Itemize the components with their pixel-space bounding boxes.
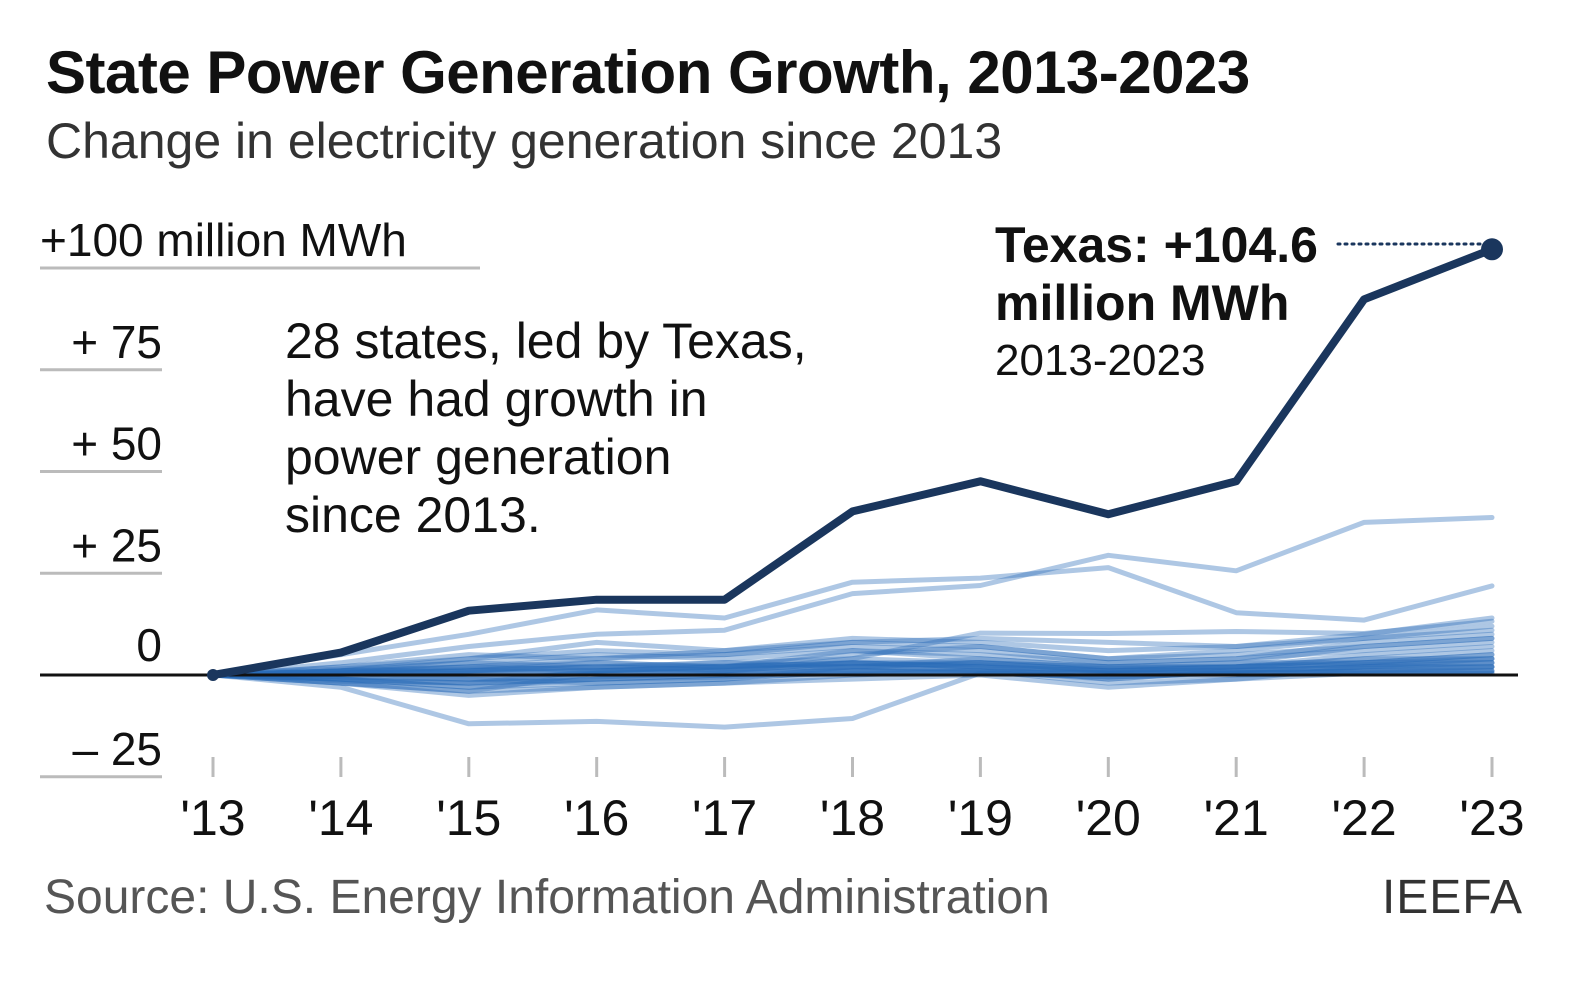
- state-series-line: [210, 664, 1495, 690]
- state-series-line: [210, 623, 1495, 686]
- note-line-2: have had growth in: [285, 371, 708, 427]
- state-series-line: [210, 664, 1495, 686]
- x-tick-label: '15: [436, 790, 501, 846]
- state-series-line: [210, 670, 1495, 730]
- note-line-1: 28 states, led by Texas,: [285, 313, 807, 369]
- texas-series-line: [209, 245, 1496, 679]
- state-series-line: [210, 660, 1495, 686]
- y-tick-label: + 50: [71, 418, 162, 470]
- state-series-line: [210, 668, 1495, 682]
- texas-label-line2: million MWh: [995, 275, 1289, 331]
- source-note: Source: U.S. Energy Information Administ…: [44, 871, 1050, 924]
- texas-label-line3: 2013-2023: [995, 336, 1205, 385]
- x-tick-label: '21: [1204, 790, 1269, 846]
- state-series-line: [210, 660, 1495, 678]
- x-tick-label: '18: [820, 790, 885, 846]
- state-series-line: [210, 635, 1495, 678]
- state-series-line: [210, 644, 1495, 690]
- x-tick-label: '17: [692, 790, 757, 846]
- texas-label-line1: Texas: +104.6: [995, 217, 1318, 273]
- y-tick-label: +100 million MWh: [40, 214, 407, 266]
- origin-point: [207, 669, 219, 681]
- brand-logo: IEEFA: [1381, 871, 1523, 924]
- state-series-line: [210, 615, 1495, 678]
- x-tick-label: '14: [308, 790, 373, 846]
- state-series-line: [210, 648, 1495, 678]
- state-series-line: [210, 565, 1495, 678]
- y-tick-label: + 25: [71, 519, 162, 571]
- state-series-line: [210, 652, 1495, 682]
- state-series-line: [210, 668, 1495, 698]
- state-series-line: [210, 627, 1495, 678]
- state-series-line: [210, 652, 1495, 678]
- state-series-line: [210, 656, 1495, 678]
- y-tick-label: 0: [136, 619, 162, 671]
- x-tick-label: '16: [564, 790, 629, 846]
- note-line-3: power generation: [285, 429, 671, 485]
- state-series-line: [210, 656, 1495, 678]
- note-line-4: since 2013.: [285, 487, 541, 543]
- chart-title: State Power Generation Growth, 2013-2023: [46, 39, 1250, 106]
- state-series-line: [210, 660, 1495, 678]
- y-tick-label: + 75: [71, 316, 162, 368]
- chart-subtitle: Change in electricity generation since 2…: [46, 113, 1003, 169]
- state-series-line: [210, 618, 1495, 694]
- state-series-line: [210, 664, 1495, 678]
- state-series-line: [210, 635, 1495, 678]
- state-series-line: [210, 631, 1495, 678]
- x-tick-label: '13: [180, 790, 245, 846]
- x-tick-label: '20: [1076, 790, 1141, 846]
- y-tick-label: – 25: [72, 723, 162, 775]
- x-tick-label: '19: [948, 790, 1013, 846]
- state-series-line: [210, 515, 1495, 678]
- state-series-line: [210, 639, 1495, 678]
- x-tick-label: '22: [1332, 790, 1397, 846]
- state-series-line: [210, 660, 1495, 678]
- texas-endpoint-marker: [1481, 238, 1503, 261]
- x-tick-label: '23: [1459, 790, 1524, 846]
